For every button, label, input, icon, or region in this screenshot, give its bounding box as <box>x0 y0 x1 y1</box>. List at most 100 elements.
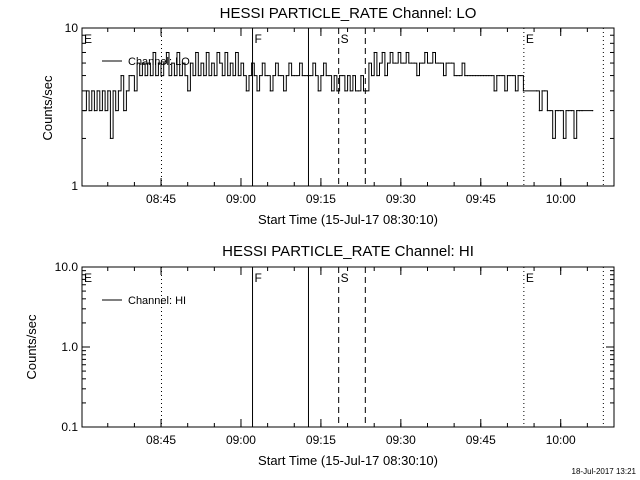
data-point <box>512 74 514 77</box>
data-point <box>328 74 330 77</box>
data-point <box>493 90 495 92</box>
x-tick-label: 09:30 <box>386 433 416 447</box>
data-point <box>357 90 359 92</box>
data-point <box>306 74 309 77</box>
data-point <box>283 90 285 92</box>
data-point <box>322 62 325 64</box>
y-tick-label: 10 <box>65 21 79 35</box>
data-point <box>504 90 506 92</box>
data-point <box>541 90 543 92</box>
data-points <box>83 51 594 140</box>
data-point <box>248 74 250 77</box>
data-point <box>88 110 90 112</box>
data-point <box>197 74 199 77</box>
y-axis-label: Counts/sec <box>40 75 55 141</box>
data-point <box>506 74 509 77</box>
data-point <box>434 62 437 64</box>
data-point <box>346 74 349 77</box>
data-point <box>115 110 117 112</box>
data-point <box>309 74 311 77</box>
data-point <box>96 90 98 92</box>
data-point <box>448 62 450 64</box>
data-point <box>330 90 333 92</box>
data-point <box>450 62 453 64</box>
data-point <box>365 90 367 92</box>
x-tick-label: 09:30 <box>386 192 416 206</box>
data-point <box>376 74 378 77</box>
data-point <box>264 74 266 77</box>
data-point <box>205 51 207 54</box>
data-point <box>520 74 522 77</box>
data-point <box>554 110 556 112</box>
x-tick-label: 10:00 <box>546 192 576 206</box>
data-point <box>133 90 136 92</box>
data-point <box>397 51 399 54</box>
data-point <box>517 74 519 77</box>
data-point <box>171 62 173 64</box>
data-point <box>160 74 162 77</box>
data-point <box>229 62 231 64</box>
marker-label: S <box>341 271 349 285</box>
data-point <box>251 62 253 64</box>
data-point <box>314 74 317 77</box>
data-point <box>275 62 277 64</box>
data-point <box>362 90 365 92</box>
data-point <box>466 74 469 77</box>
data-point <box>349 90 351 92</box>
plot-frame <box>81 266 615 428</box>
data-point <box>592 110 594 112</box>
data-point <box>211 62 213 64</box>
data-point <box>99 110 101 112</box>
data-point <box>298 62 301 64</box>
data-point <box>269 90 271 92</box>
data-point <box>240 62 242 64</box>
data-point <box>165 51 167 54</box>
x-tick-label: 09:45 <box>466 433 496 447</box>
plot-frame <box>81 27 615 187</box>
data-point <box>410 62 413 64</box>
data-point <box>464 74 466 77</box>
x-tick-label: 09:00 <box>226 192 256 206</box>
data-point <box>514 90 517 92</box>
y-tick-label: 1.0 <box>61 340 78 354</box>
data-point <box>544 90 546 92</box>
data-point <box>336 90 338 92</box>
data-point <box>256 90 258 92</box>
data-point <box>237 74 239 77</box>
data-point <box>304 74 306 77</box>
data-point <box>141 62 143 64</box>
data-point <box>424 51 426 54</box>
data-point <box>392 62 394 64</box>
data-point <box>291 74 293 77</box>
data-point <box>136 62 138 64</box>
data-point <box>469 74 471 77</box>
data-point <box>128 74 130 77</box>
data-point <box>91 90 93 92</box>
data-point <box>458 74 461 77</box>
data-point <box>344 90 346 92</box>
data-point <box>173 74 175 77</box>
data-point <box>381 51 383 54</box>
data-point <box>216 51 218 54</box>
data-point <box>243 74 245 77</box>
marker-label: S <box>341 32 349 46</box>
tick-marks <box>82 266 615 428</box>
data-point <box>163 62 165 64</box>
data-point <box>360 74 362 77</box>
data-point <box>482 74 485 77</box>
data-point <box>429 62 431 64</box>
data-point <box>565 110 567 112</box>
data-point <box>272 74 274 77</box>
data-point <box>123 110 125 112</box>
data-point <box>208 74 210 77</box>
data-point <box>552 137 554 140</box>
data-point <box>232 74 234 77</box>
marker-label: F <box>255 32 262 46</box>
data-point <box>576 110 578 112</box>
data-point <box>261 62 263 64</box>
data-point <box>570 110 572 112</box>
legend: Channel: HI <box>102 295 186 307</box>
data-point <box>149 74 151 77</box>
data-point <box>421 62 423 64</box>
